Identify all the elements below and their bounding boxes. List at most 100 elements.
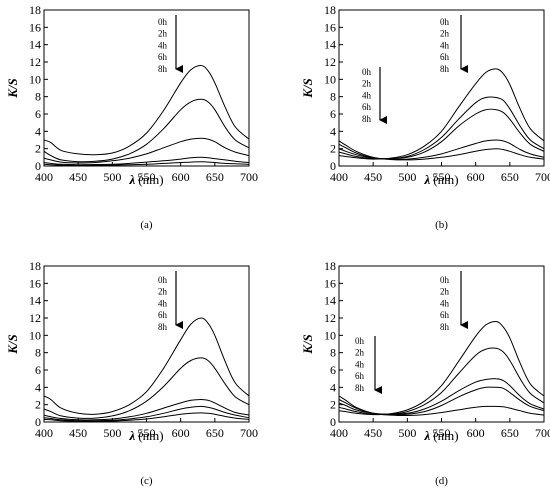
y-tick-label: 4 — [35, 124, 41, 138]
legend-label: 0h — [440, 275, 450, 285]
x-tick-label: 650 — [206, 170, 224, 184]
x-axis-symbol: λ — [423, 172, 430, 187]
y-tick-label: 18 — [324, 259, 336, 273]
x-tick-label: 550 — [138, 426, 156, 440]
y-axis-label: K/S — [5, 334, 20, 355]
y-tick-label: 2 — [35, 142, 41, 156]
y-tick-label: 8 — [35, 90, 41, 104]
series-line-2 — [338, 347, 545, 415]
panel-label: (c) — [140, 475, 153, 487]
y-tick-label: 12 — [324, 311, 336, 325]
x-tick-label: 500 — [398, 426, 416, 440]
y-tick-label: 18 — [324, 3, 336, 17]
y-tick-label: 0 — [330, 415, 336, 429]
legend-label: 8h — [158, 64, 168, 74]
series-line-3 — [338, 108, 545, 160]
series-line-1 — [43, 317, 250, 415]
x-tick-label: 450 — [364, 170, 382, 184]
y-tick-label: 6 — [35, 363, 41, 377]
y-tick-label: 16 — [324, 276, 336, 290]
legend-label: 2h — [355, 348, 365, 358]
x-tick-label: 550 — [433, 426, 451, 440]
series-line-1 — [338, 320, 545, 416]
legend-label: 4h — [355, 359, 365, 369]
legend-label: 6h — [158, 310, 168, 320]
x-tick-label: 650 — [501, 170, 519, 184]
x-tick-label: 450 — [69, 426, 87, 440]
legend-label: 2h — [158, 29, 168, 39]
series-line-4 — [43, 156, 250, 166]
legend-label: 4h — [158, 298, 168, 308]
y-tick-label: 12 — [29, 311, 41, 325]
series-line-4 — [43, 405, 250, 422]
y-tick-label: 0 — [35, 159, 41, 173]
x-axis-symbol: λ — [128, 428, 135, 443]
series-line-1 — [43, 64, 250, 156]
legend-label: 0h — [355, 336, 365, 346]
x-tick-label: 500 — [398, 170, 416, 184]
x-axis-label: λ (nm) — [423, 428, 458, 443]
y-tick-label: 12 — [29, 55, 41, 69]
x-axis-label: λ (nm) — [128, 172, 163, 187]
y-tick-label: 8 — [330, 346, 336, 360]
x-tick-label: 700 — [240, 170, 258, 184]
chart-panel-a: 0 2 4 6 8 10 12 14 16 18 400 450 500 550 600 650 700 K/S λ… — [5, 3, 258, 231]
series-line-2 — [338, 96, 545, 160]
x-axis-symbol: λ — [423, 428, 430, 443]
y-tick-label: 2 — [330, 142, 336, 156]
y-tick-label: 16 — [324, 20, 336, 34]
x-tick-label: 650 — [501, 426, 519, 440]
x-tick-label: 600 — [172, 170, 190, 184]
y-tick-label: 10 — [29, 72, 41, 86]
series-line-2 — [43, 98, 250, 163]
legend-label: 0h — [158, 17, 168, 27]
y-tick-label: 6 — [330, 363, 336, 377]
x-tick-label: 500 — [103, 426, 121, 440]
legend-label: 8h — [440, 322, 450, 332]
x-tick-label: 600 — [172, 426, 190, 440]
y-tick-label: 18 — [29, 3, 41, 17]
y-axis-label: K/S — [300, 78, 315, 99]
y-tick-label: 10 — [29, 328, 41, 342]
y-axis-label: K/S — [300, 334, 315, 355]
chart-panel-c: 0 2 4 6 8 10 12 14 16 18 400 450 500 550 600 650 700 K/S λ… — [5, 259, 258, 487]
legend-label: 6h — [158, 52, 168, 62]
y-tick-label: 14 — [29, 294, 41, 308]
y-tick-label: 14 — [29, 38, 41, 52]
legend-label: 8h — [440, 64, 450, 74]
x-tick-label: 400 — [330, 170, 348, 184]
x-tick-label: 400 — [330, 426, 348, 440]
legend-label: 4h — [440, 40, 450, 50]
legend-label: 2h — [362, 79, 372, 89]
series-line-3 — [43, 137, 250, 164]
panel-label: (a) — [140, 219, 153, 231]
legend-label: 2h — [440, 287, 450, 297]
x-tick-label: 400 — [35, 170, 53, 184]
y-tick-label: 14 — [324, 38, 336, 52]
chart-panel-b: 0 2 4 6 8 10 12 14 16 18 400 450 500 550 600 650 700 K/S λ… — [300, 3, 550, 231]
y-tick-label: 8 — [35, 346, 41, 360]
legend-label: 6h — [355, 371, 365, 381]
series-line-1 — [338, 68, 545, 160]
legend-label: 4h — [362, 90, 372, 100]
y-tick-label: 6 — [35, 107, 41, 121]
legend-label: 2h — [440, 29, 450, 39]
legend-label: 0h — [440, 17, 450, 27]
legend-label: 2h — [158, 287, 168, 297]
x-axis-unit: (nm) — [433, 172, 458, 187]
chart-panel-d: 0 2 4 6 8 10 12 14 16 18 400 450 500 550 600 650 700 K/S λ… — [300, 259, 550, 487]
panel-label: (d) — [435, 475, 448, 487]
x-tick-label: 500 — [103, 170, 121, 184]
y-tick-label: 8 — [330, 90, 336, 104]
series-line-2 — [43, 357, 250, 419]
x-tick-label: 650 — [206, 426, 224, 440]
y-tick-label: 0 — [35, 415, 41, 429]
x-axis-label: λ (nm) — [423, 172, 458, 187]
y-tick-label: 12 — [324, 55, 336, 69]
legend-label: 4h — [440, 298, 450, 308]
series-line-5 — [43, 161, 250, 166]
y-tick-label: 16 — [29, 20, 41, 34]
x-tick-label: 700 — [535, 170, 550, 184]
series-line-5 — [338, 140, 545, 161]
